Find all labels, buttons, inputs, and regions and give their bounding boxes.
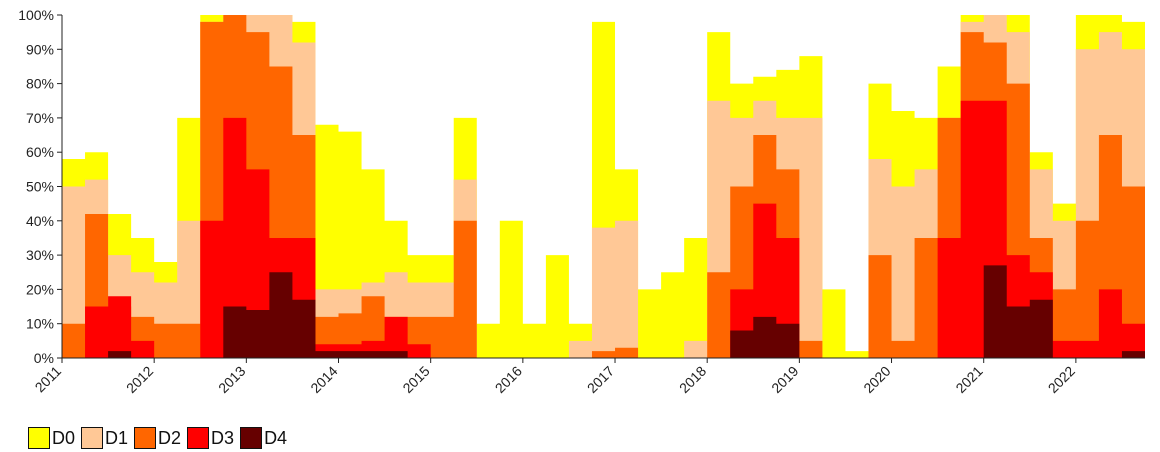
x-tick-label: 2014 xyxy=(307,363,340,396)
x-tick-label: 2016 xyxy=(492,363,525,396)
legend-item-d2: D2 xyxy=(134,427,183,449)
y-tick-label: 40% xyxy=(26,213,54,229)
x-axis: 2011 2012 2013 2014 2015 2016 2017 2018 2019 2020… xyxy=(32,357,1145,396)
x-tick-label: 2015 xyxy=(399,363,432,396)
legend-label-d3: D3 xyxy=(211,427,235,448)
y-tick-label: 60% xyxy=(26,144,54,160)
y-tick-label: 20% xyxy=(26,281,54,297)
x-tick-label: 2022 xyxy=(1045,363,1078,396)
legend-item-d4: D4 xyxy=(240,427,289,449)
legend-item-d0: D0 xyxy=(28,427,77,449)
x-tick-label: 2018 xyxy=(676,363,709,396)
legend-item-d3: D3 xyxy=(187,427,236,449)
y-tick-label: 10% xyxy=(26,316,54,332)
legend-item-d1: D1 xyxy=(81,427,130,449)
legend-swatch-d3 xyxy=(187,427,210,449)
x-tick-label: 2020 xyxy=(860,363,893,396)
area-series-group xyxy=(62,15,1145,358)
legend-swatch-d0 xyxy=(28,427,50,449)
x-tick-label: 2017 xyxy=(584,363,617,396)
y-tick-label: 100% xyxy=(18,7,54,23)
y-tick-label: 70% xyxy=(26,110,54,126)
legend-swatch-d1 xyxy=(81,427,104,449)
drought-area-chart: 0%10%20%30%40%50%60%70%80%90%100% 2011 20… xyxy=(18,7,1145,396)
x-tick-label: 2011 xyxy=(32,363,65,396)
legend-label-d0: D0 xyxy=(52,427,76,448)
y-tick-label: 80% xyxy=(26,76,54,92)
y-tick-label: 50% xyxy=(26,179,54,195)
x-tick-label: 2013 xyxy=(215,363,248,396)
area-d2 xyxy=(62,15,1145,358)
legend-swatch-d4 xyxy=(240,427,263,449)
legend-label-d2: D2 xyxy=(158,427,182,448)
x-tick-label: 2019 xyxy=(768,363,801,396)
legend-swatch-d2 xyxy=(134,427,157,449)
x-tick-label: 2012 xyxy=(123,363,156,396)
y-tick-label: 90% xyxy=(26,41,54,57)
legend: D0 D1 D2 D3 D4 xyxy=(28,424,293,452)
y-tick-label: 0% xyxy=(34,350,54,366)
legend-label-d1: D1 xyxy=(105,427,129,448)
legend-label-d4: D4 xyxy=(264,427,288,448)
area-d4 xyxy=(62,265,1145,358)
y-tick-label: 30% xyxy=(26,247,54,263)
x-tick-label: 2021 xyxy=(952,363,985,396)
y-axis: 0% 10% 20% 30% 40% 50% 60% 70% 80% 90% 100% xyxy=(18,7,63,366)
